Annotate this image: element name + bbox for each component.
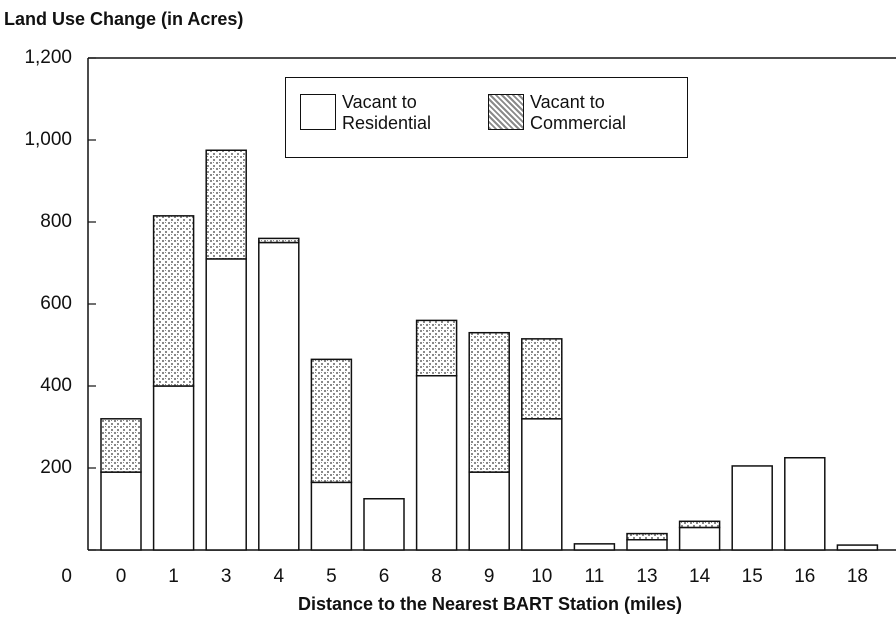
x-tick-label: 8: [431, 566, 442, 587]
legend-label: Vacant to Commercial: [530, 92, 627, 133]
bar-segment: [415, 375, 458, 551]
bar-segment: [573, 543, 616, 551]
bar-segment: [626, 539, 668, 551]
bar-segment: [100, 418, 142, 473]
x-tick-label: 13: [636, 566, 657, 587]
bar-segment: [258, 237, 300, 244]
y-tick-label: 0: [61, 566, 72, 587]
y-tick-label: 1,200: [24, 47, 72, 68]
x-tick-label: 18: [847, 566, 868, 587]
y-tick-label: 400: [40, 375, 72, 396]
legend-swatch: [300, 94, 336, 130]
y-tick-label: 1,000: [24, 129, 72, 150]
bar-segment: [205, 149, 247, 260]
x-tick-label: 6: [379, 566, 390, 587]
x-tick-label: 3: [221, 566, 232, 587]
x-axis-label: Distance to the Nearest BART Station (mi…: [298, 594, 682, 614]
bar-segment: [468, 471, 510, 551]
bar-segment: [310, 481, 353, 551]
x-tick-label: 15: [742, 566, 763, 587]
x-tick-label: 9: [484, 566, 495, 587]
x-tick-label: 11: [585, 566, 605, 587]
bar-segment: [415, 319, 458, 377]
legend-swatch: [488, 94, 524, 130]
bar-segment: [152, 385, 195, 551]
y-tick-label: 800: [40, 211, 72, 232]
bar-segment: [521, 418, 563, 551]
bar-segment: [626, 532, 668, 541]
bar-segment: [836, 544, 879, 551]
bar-segment: [205, 258, 247, 551]
bar-segment: [784, 457, 826, 551]
x-tick-label: 5: [326, 566, 337, 587]
bar-segment: [731, 465, 773, 551]
y-tick-label: 200: [40, 457, 72, 478]
bar-segment: [152, 215, 195, 387]
x-tick-label: 10: [531, 566, 552, 587]
bar-segment: [468, 331, 510, 473]
bar-segment: [678, 526, 721, 551]
bar-segment: [363, 498, 405, 551]
x-tick-label: 14: [689, 566, 711, 587]
x-tick-label: 16: [794, 566, 815, 587]
bar-segment: [310, 358, 353, 484]
chart-title: Land Use Change (in Acres): [4, 9, 243, 29]
y-tick-label: 600: [40, 293, 72, 314]
bar-segment: [100, 471, 142, 551]
x-tick-label: 0: [116, 566, 127, 587]
bar-segment: [521, 338, 563, 420]
bar-segment: [258, 241, 300, 551]
x-tick-label: 1: [168, 566, 179, 587]
legend: Vacant to Residential Vacant to Commerci…: [285, 77, 688, 158]
x-tick-label: 4: [274, 566, 285, 587]
bar-segment: [678, 520, 721, 529]
legend-label: Vacant to Residential: [342, 92, 432, 133]
